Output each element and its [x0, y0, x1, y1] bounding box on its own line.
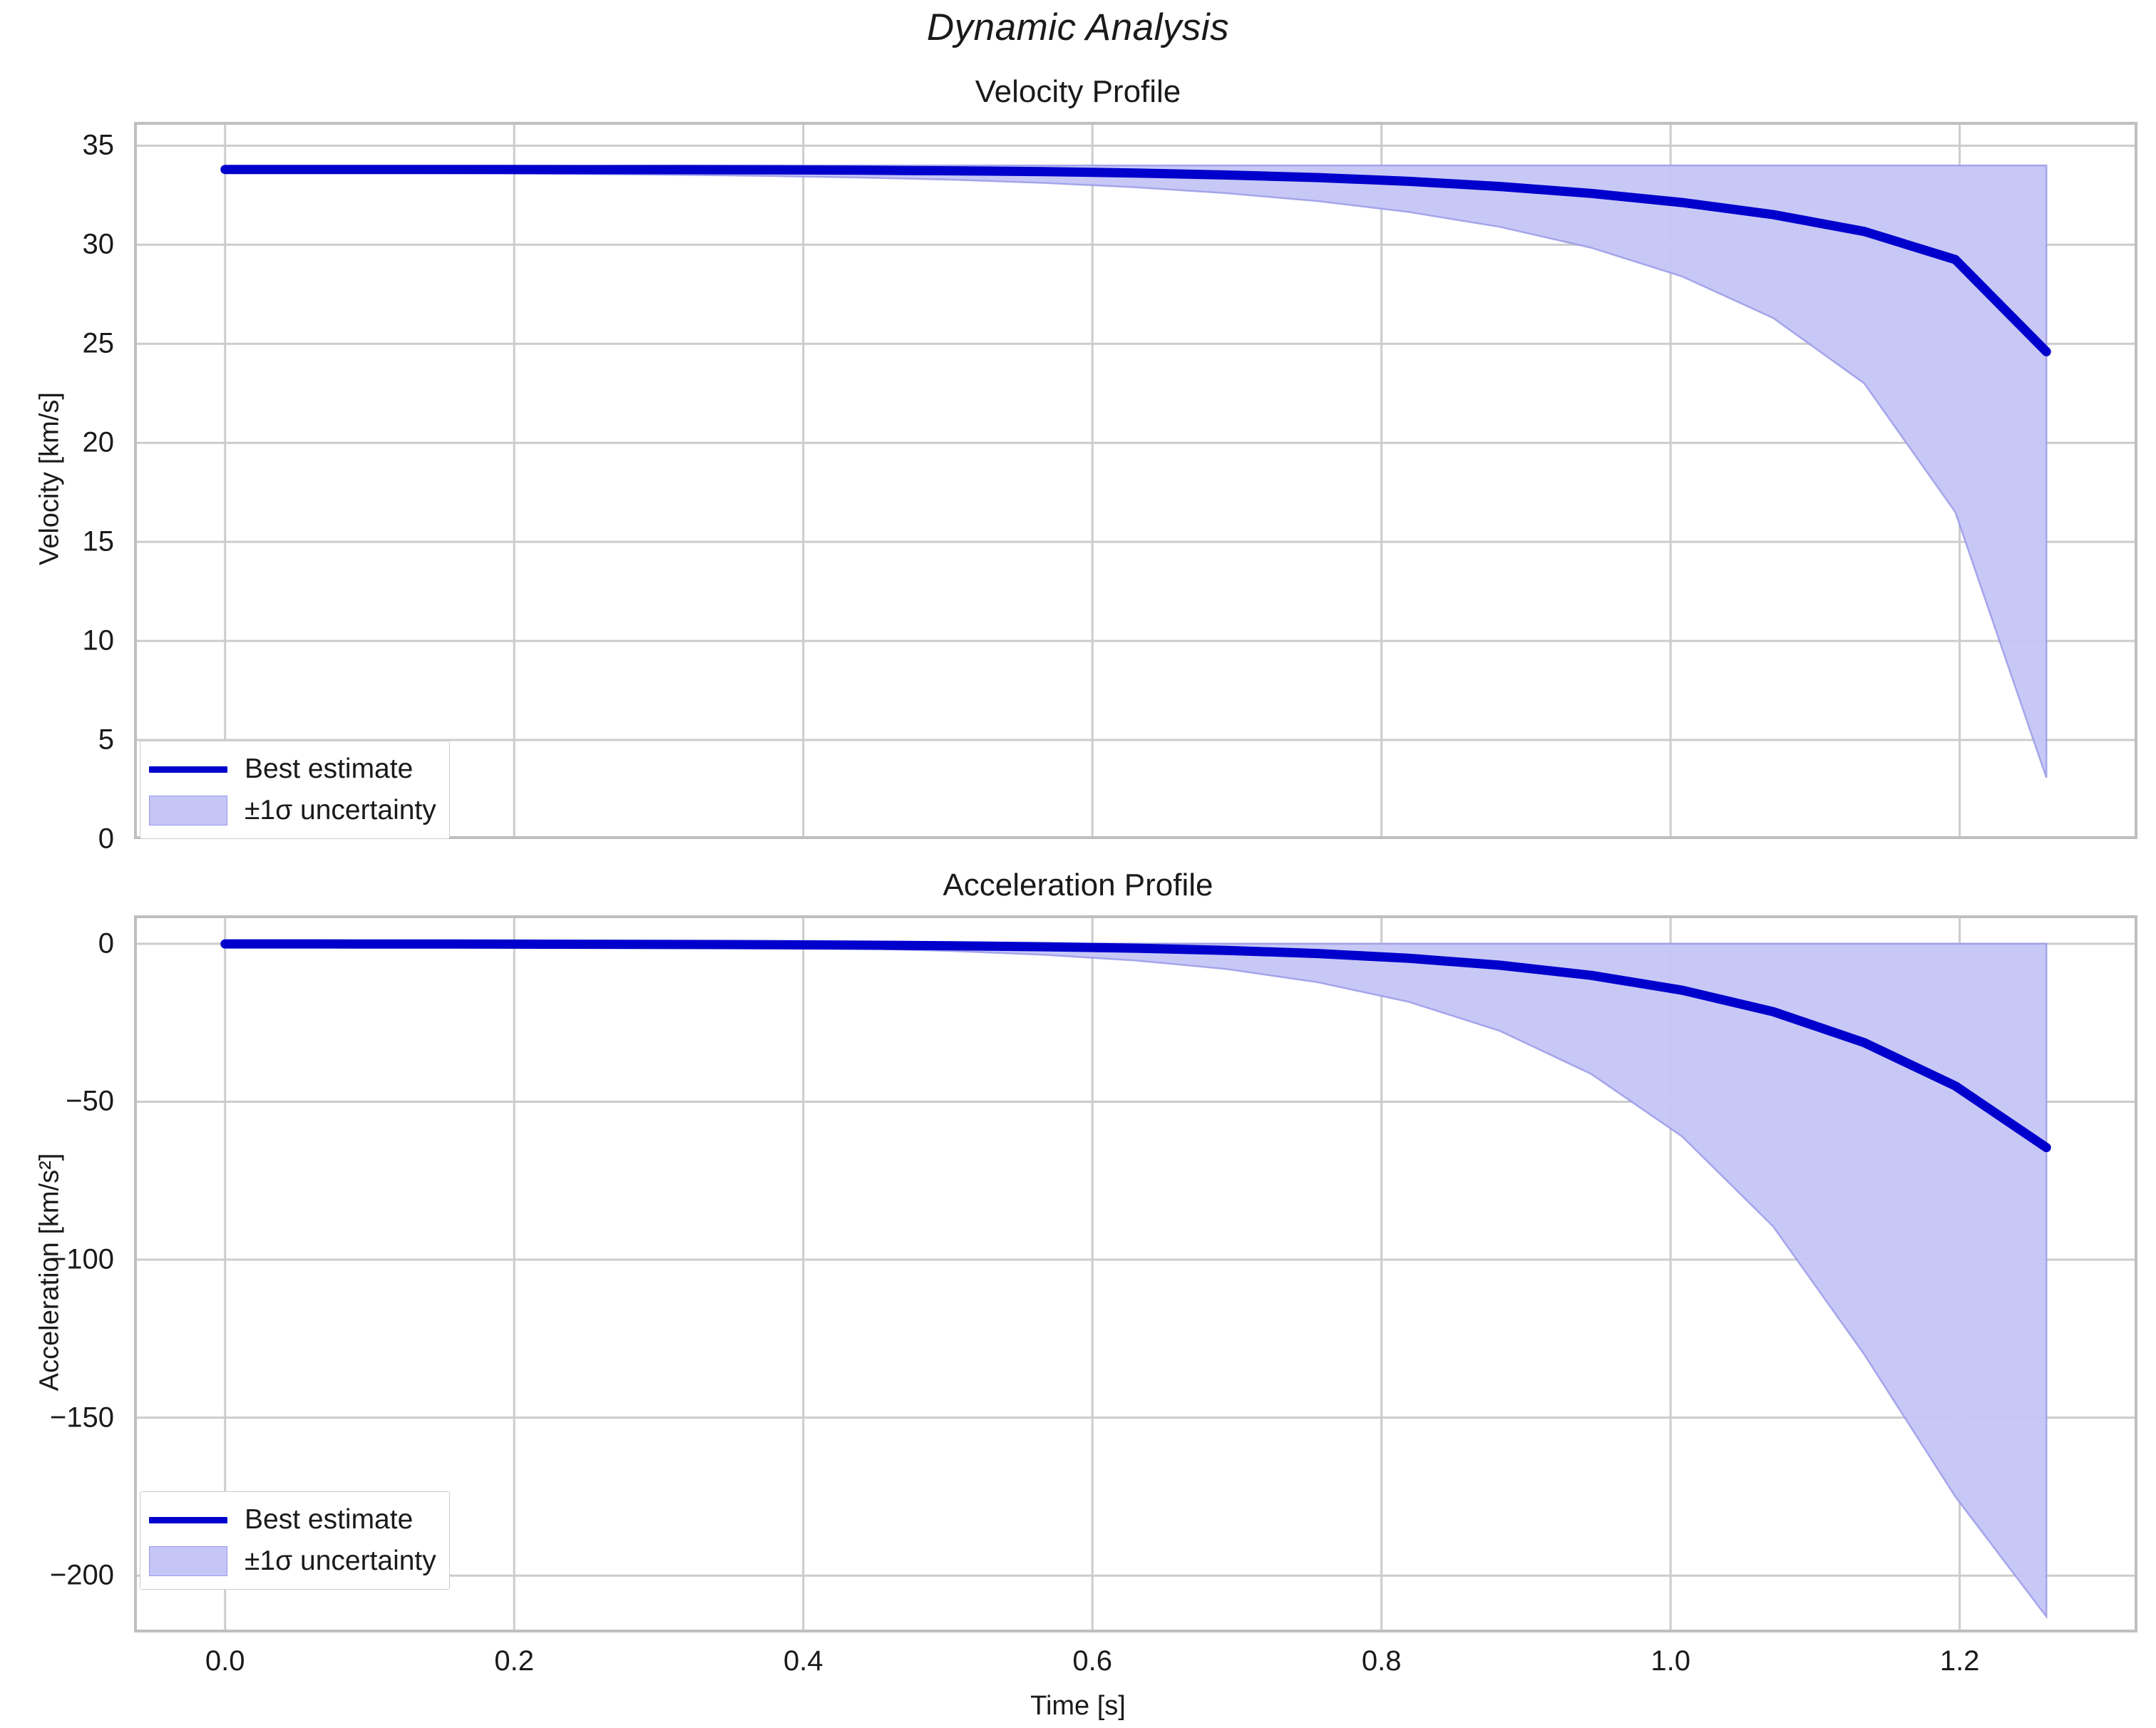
acceleration-legend[interactable]: Best estimate ±1σ uncertainty — [140, 1491, 450, 1590]
x-axis-label: Time [s] — [1030, 1691, 1126, 1721]
acceleration-y-tick-3: −150 — [49, 1402, 114, 1434]
acceleration-y-tick-0: 0 — [98, 927, 114, 960]
acceleration-y-tick-1: −50 — [66, 1085, 114, 1117]
velocity-y-tick-0: 0 — [98, 823, 114, 855]
legend-row-uncertainty: ±1σ uncertainty — [149, 790, 436, 831]
velocity-plot-surface — [134, 122, 2137, 839]
legend-key-line — [149, 1516, 227, 1523]
velocity-y-tick-3: 15 — [82, 525, 115, 557]
acceleration-plot-surface — [134, 915, 2137, 1632]
velocity-y-tick-4: 20 — [82, 426, 115, 458]
legend-label-best-estimate: Best estimate — [245, 1504, 414, 1535]
acceleration-y-tick-4: −200 — [49, 1559, 114, 1591]
best-estimate-line-swatch — [149, 1516, 227, 1523]
legend-label-uncertainty: ±1σ uncertainty — [245, 1546, 436, 1576]
velocity-y-tick-5: 25 — [82, 327, 115, 359]
velocity-y-tick-6: 30 — [82, 228, 115, 260]
acceleration-y-tick-2: −100 — [49, 1243, 114, 1275]
velocity-y-tick-1: 5 — [98, 724, 114, 756]
velocity-y-tick-7: 35 — [82, 129, 115, 161]
acceleration-subplot-title: Acceleration Profile — [943, 868, 1213, 902]
best-estimate-line — [220, 165, 2051, 356]
velocity-y-tick-2: 10 — [82, 624, 115, 657]
uncertainty-band — [224, 164, 2048, 778]
velocity-y-axis-label: Velocity [km/s] — [34, 392, 65, 565]
x-tick-3: 0.6 — [1072, 1645, 1112, 1677]
best-estimate-line — [220, 939, 2051, 1153]
x-tick-2: 0.4 — [783, 1645, 823, 1677]
x-tick-5: 1.0 — [1651, 1645, 1690, 1677]
legend-label-uncertainty: ±1σ uncertainty — [245, 795, 436, 826]
x-tick-1: 0.2 — [494, 1645, 535, 1677]
legend-key-band — [149, 796, 227, 826]
legend-key-band — [149, 1546, 227, 1576]
best-estimate-line-swatch — [149, 766, 227, 773]
legend-key-line — [149, 766, 227, 773]
x-tick-6: 1.2 — [1939, 1645, 1980, 1677]
velocity-subplot-title: Velocity Profile — [975, 74, 1181, 109]
velocity-axes — [134, 122, 2137, 839]
uncertainty-band-swatch — [149, 796, 227, 826]
velocity-legend[interactable]: Best estimate ±1σ uncertainty — [140, 741, 450, 839]
figure-suptitle: Dynamic Analysis — [926, 6, 1230, 48]
acceleration-axes — [134, 915, 2137, 1632]
x-tick-0: 0.0 — [205, 1645, 245, 1677]
legend-row-best-estimate: Best estimate — [149, 1499, 436, 1541]
x-tick-4: 0.8 — [1361, 1645, 1402, 1677]
uncertainty-band-swatch — [149, 1546, 227, 1576]
legend-row-uncertainty: ±1σ uncertainty — [149, 1541, 436, 1582]
legend-label-best-estimate: Best estimate — [245, 754, 414, 784]
legend-row-best-estimate: Best estimate — [149, 749, 436, 790]
